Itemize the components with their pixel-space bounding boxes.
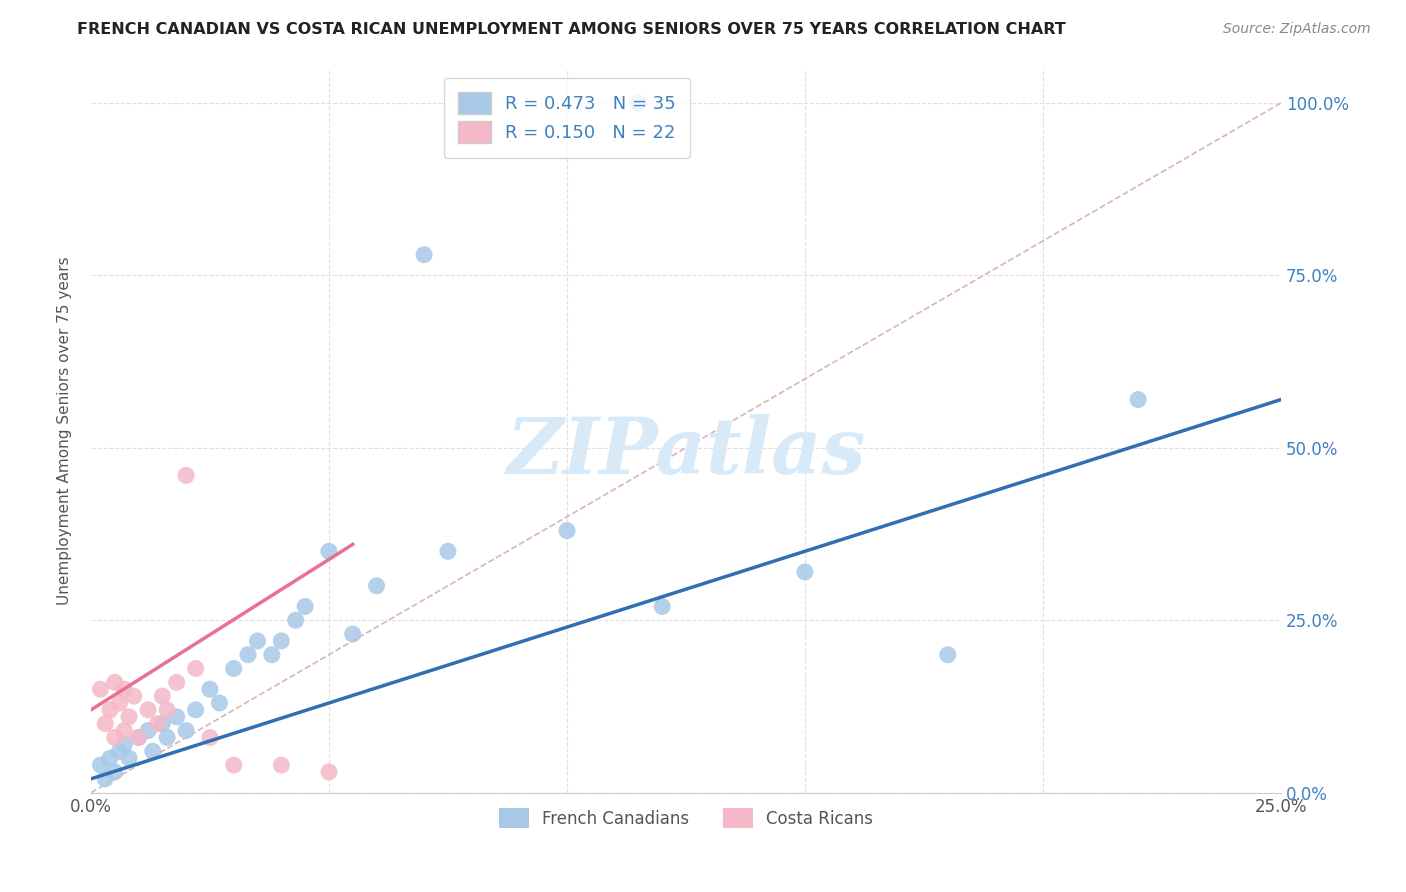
Point [198,682,221,697]
Y-axis label: Unemployment Among Seniors over 75 years: Unemployment Among Seniors over 75 years [58,256,72,605]
Point [184,661,207,675]
Point [166,675,188,690]
Point [136,703,159,717]
Point [156,731,179,745]
Point [150,689,173,703]
Point [651,599,673,614]
Point [94,716,117,731]
Point [174,723,197,738]
Point [270,634,292,648]
Point [118,751,141,765]
Point [94,772,117,786]
Point [104,764,127,779]
Point [156,703,179,717]
Point [222,758,245,772]
Point [208,696,231,710]
Point [936,648,959,662]
Point [150,716,173,731]
Point [270,758,292,772]
Point [222,661,245,675]
Point [98,703,121,717]
Point [98,751,121,765]
Point [89,682,111,697]
Point [437,544,460,558]
Point [146,716,169,731]
Text: ZIPatlas: ZIPatlas [506,414,866,491]
Point [318,544,340,558]
Point [260,648,283,662]
Point [413,248,436,262]
Point [142,744,165,758]
Point [246,634,269,648]
Point [128,731,150,745]
Point [112,682,135,697]
Point [236,648,259,662]
Point [108,744,131,758]
Point [366,579,388,593]
Point [627,95,650,110]
Point [118,710,141,724]
Point [122,689,145,703]
Point [294,599,316,614]
Point [136,723,159,738]
Point [104,675,127,690]
Text: FRENCH CANADIAN VS COSTA RICAN UNEMPLOYMENT AMONG SENIORS OVER 75 YEARS CORRELAT: FRENCH CANADIAN VS COSTA RICAN UNEMPLOYM… [77,22,1066,37]
Point [184,703,207,717]
Point [166,710,188,724]
Text: Source: ZipAtlas.com: Source: ZipAtlas.com [1223,22,1371,37]
Point [104,731,127,745]
Point [128,731,150,745]
Point [1126,392,1149,407]
Point [198,731,221,745]
Point [794,565,817,579]
Point [555,524,578,538]
Point [112,723,135,738]
Point [112,738,135,752]
Point [284,613,307,627]
Point [174,468,197,483]
Point [318,764,340,779]
Point [342,627,364,641]
Point [89,758,111,772]
Legend: French Canadians, Costa Ricans: French Canadians, Costa Ricans [492,801,880,835]
Point [108,696,131,710]
